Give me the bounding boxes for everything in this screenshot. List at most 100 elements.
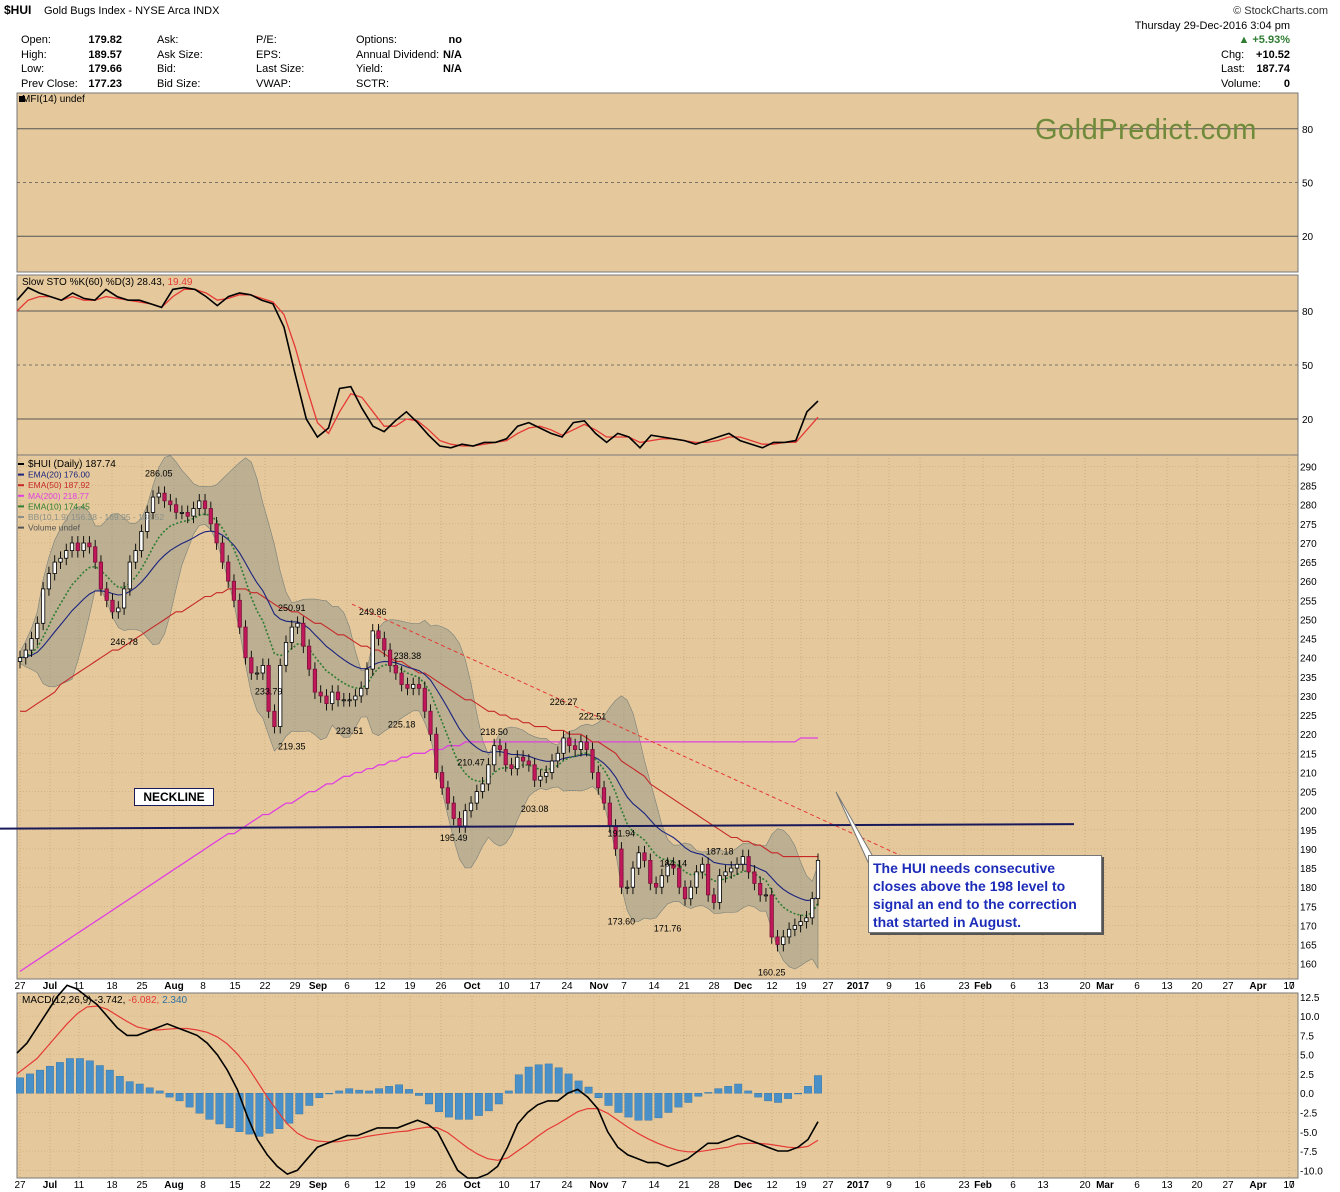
candle-down — [173, 504, 179, 513]
downtrend-line — [351, 603, 929, 869]
price-label: 222.51 — [579, 712, 607, 722]
macd-histogram-bar — [315, 1092, 324, 1098]
candle-down — [306, 645, 312, 670]
macd-histogram-bar — [36, 1069, 44, 1094]
x-tick-label: 16 — [914, 1180, 926, 1191]
candle-up — [561, 737, 566, 754]
x-tick-label: 8 — [200, 981, 206, 992]
x-tick-label: 12 — [766, 981, 778, 992]
macd-legend-text: MACD(12,26,9) — [22, 995, 94, 1006]
candle-down — [746, 856, 751, 873]
candle-up — [492, 745, 497, 766]
price-tick-label: 220 — [1300, 730, 1317, 741]
price-legend-entry: Volume undef — [28, 523, 81, 533]
macd-histogram-bar — [135, 1083, 144, 1094]
x-tick-label: 12 — [374, 981, 386, 992]
macd-histogram-bar — [754, 1092, 763, 1098]
x-tick-label: 27 — [14, 1180, 26, 1191]
candle-up — [58, 557, 63, 563]
price-tick-label: 195 — [1300, 826, 1317, 837]
macd-histogram-bar — [634, 1092, 643, 1121]
quote-date: Thursday 29-Dec-2016 3:04 pm — [1134, 20, 1290, 32]
macd-histogram-bar — [225, 1092, 234, 1129]
price-tick-label: 265 — [1300, 558, 1317, 569]
candle-down — [301, 622, 306, 647]
x-tick-label: 6 — [344, 981, 350, 992]
price-legend-entry: EMA(50) 187.92 — [28, 480, 90, 490]
price-tick-label: 165 — [1300, 941, 1317, 952]
candle-down — [682, 886, 688, 900]
candle-up — [798, 921, 803, 926]
candle-up — [341, 699, 346, 702]
price-label: 249.86 — [359, 607, 387, 617]
macd-histogram-bar — [165, 1092, 174, 1098]
candle-up — [64, 550, 69, 559]
prev-close-label: Prev Close: — [21, 78, 78, 90]
candle-down — [214, 523, 219, 544]
x-tick-label: Sep — [309, 981, 327, 992]
x-tick-label: Jul — [43, 981, 58, 992]
price-tick-label: 170 — [1300, 921, 1317, 932]
x-tick-label: 26 — [435, 1180, 447, 1191]
index-name: Gold Bugs Index - NYSE Arca INDX — [44, 5, 220, 17]
macd-histogram-bar — [65, 1058, 74, 1094]
price-tick-label: 200 — [1300, 807, 1317, 818]
candle-down — [654, 883, 659, 888]
candle-down — [422, 687, 427, 712]
macd-histogram-bar — [145, 1087, 154, 1094]
price-legend-entry: EMA(10) 174.45 — [28, 501, 90, 511]
price-label: 226.27 — [550, 697, 578, 707]
volume-label: Volume: — [1221, 78, 1261, 90]
candle-down — [509, 764, 514, 769]
candle-down — [405, 684, 410, 689]
ask-label: Ask: — [157, 34, 179, 46]
candle-down — [532, 764, 537, 781]
macd-histogram-bar — [465, 1092, 473, 1120]
candle-up — [23, 649, 28, 659]
candle-up — [723, 871, 728, 877]
macd-histogram-bar — [155, 1090, 164, 1094]
dividend-label: Annual Dividend: — [356, 49, 440, 61]
x-tick-label: 14 — [648, 981, 660, 992]
candle-up — [578, 741, 584, 750]
macd-histogram-bar — [385, 1086, 393, 1094]
macd-histogram-bar — [694, 1092, 703, 1097]
ask-size-label: Ask Size: — [157, 49, 203, 61]
price-tick-label: 160 — [1300, 960, 1317, 971]
x-tick-label: 18 — [106, 1180, 118, 1191]
macd-histogram-bar — [804, 1086, 812, 1094]
x-tick-label: 29 — [289, 981, 301, 992]
macd-tick-label: -5.0 — [1300, 1128, 1318, 1139]
x-tick-label: 23 — [958, 1180, 970, 1191]
x-tick-label: Feb — [974, 1180, 992, 1191]
macd-histogram-bar — [484, 1092, 493, 1112]
x-tick-label: 19 — [795, 981, 807, 992]
candle-down — [428, 710, 433, 735]
candle-down — [393, 665, 398, 674]
candle-down — [648, 860, 653, 884]
x-tick-label: 20 — [1079, 981, 1091, 992]
candle-down — [671, 863, 676, 869]
candle-up — [17, 657, 23, 662]
candle-up — [150, 496, 156, 513]
mfi-tick-label: 80 — [1302, 125, 1314, 136]
price-label: 210.47 — [457, 758, 485, 768]
ema10-line — [19, 513, 819, 917]
price-label: 218.50 — [480, 727, 508, 737]
x-tick-label: Nov — [590, 981, 609, 992]
price-tick-label: 255 — [1300, 596, 1317, 607]
candle-down — [93, 546, 98, 563]
price-label: 250.91 — [278, 603, 306, 613]
candle-down — [231, 580, 236, 601]
candle-up — [700, 863, 705, 873]
price-label: 187.18 — [706, 847, 734, 857]
watermark: GoldPredict.com — [1035, 114, 1257, 146]
candle-up — [740, 856, 745, 865]
candle-up — [781, 936, 786, 945]
x-tick-label: 18 — [106, 981, 118, 992]
x-tick-label: 13 — [1037, 981, 1049, 992]
macd-histogram-bar — [205, 1092, 214, 1120]
macd-histogram-bar — [764, 1092, 773, 1102]
macd-histogram-bar — [265, 1092, 274, 1134]
macd-histogram-bar — [774, 1092, 783, 1103]
